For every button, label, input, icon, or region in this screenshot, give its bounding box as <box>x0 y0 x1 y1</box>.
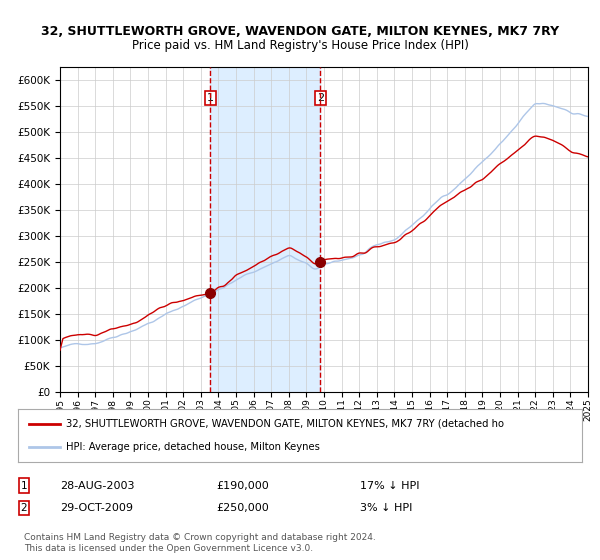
Text: 17% ↓ HPI: 17% ↓ HPI <box>360 480 419 491</box>
Text: 32, SHUTTLEWORTH GROVE, WAVENDON GATE, MILTON KEYNES, MK7 7RY (detached ho: 32, SHUTTLEWORTH GROVE, WAVENDON GATE, M… <box>66 419 504 429</box>
Text: 1: 1 <box>206 93 214 103</box>
Text: £250,000: £250,000 <box>216 503 269 513</box>
Text: HPI: Average price, detached house, Milton Keynes: HPI: Average price, detached house, Milt… <box>66 442 320 452</box>
Text: 29-OCT-2009: 29-OCT-2009 <box>60 503 133 513</box>
Text: 2: 2 <box>317 93 324 103</box>
Text: 3% ↓ HPI: 3% ↓ HPI <box>360 503 412 513</box>
Text: Contains HM Land Registry data © Crown copyright and database right 2024.
This d: Contains HM Land Registry data © Crown c… <box>24 533 376 553</box>
Text: £190,000: £190,000 <box>216 480 269 491</box>
Text: 32, SHUTTLEWORTH GROVE, WAVENDON GATE, MILTON KEYNES, MK7 7RY: 32, SHUTTLEWORTH GROVE, WAVENDON GATE, M… <box>41 25 559 38</box>
Bar <box>210 67 320 392</box>
Text: 28-AUG-2003: 28-AUG-2003 <box>60 480 134 491</box>
Text: 1: 1 <box>20 480 28 491</box>
Text: 2: 2 <box>20 503 28 513</box>
Text: Price paid vs. HM Land Registry's House Price Index (HPI): Price paid vs. HM Land Registry's House … <box>131 39 469 52</box>
